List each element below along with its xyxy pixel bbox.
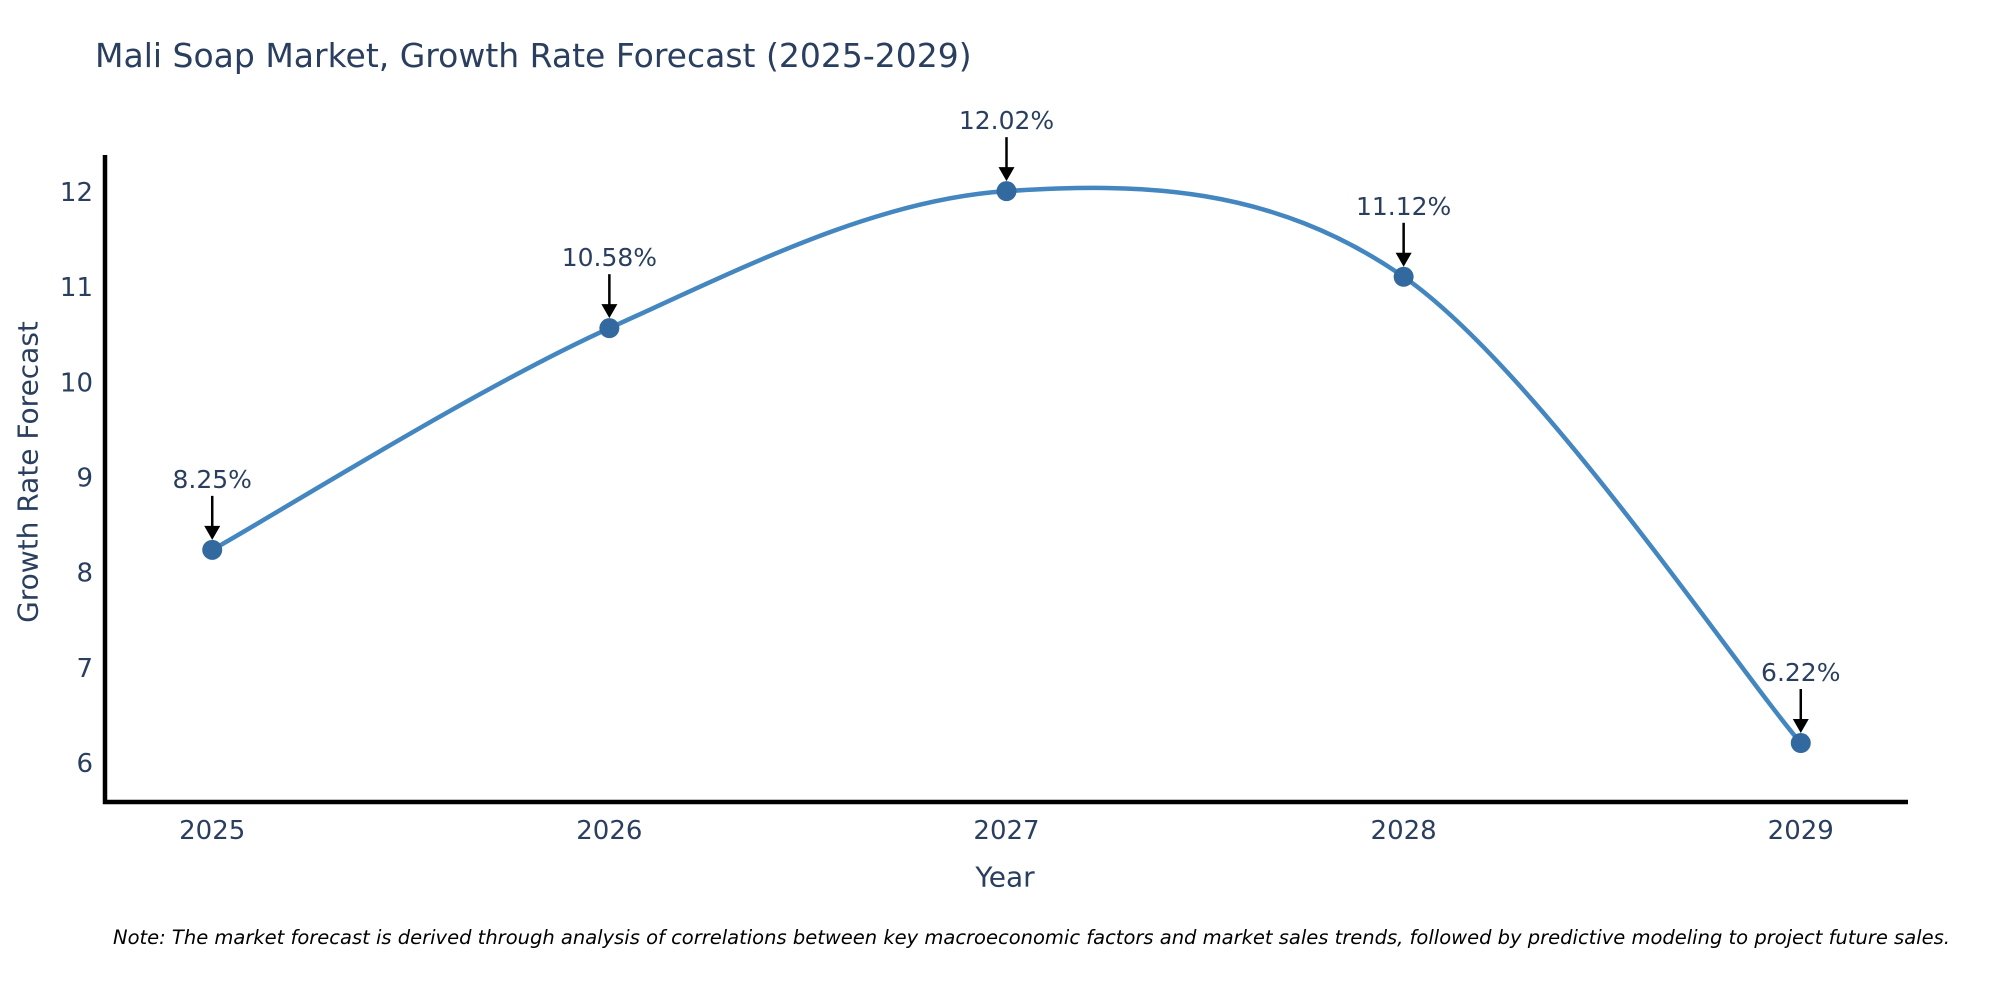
y-tick-label: 9 — [76, 464, 93, 494]
annotation-arrowhead — [601, 304, 618, 319]
x-axis-title: Year — [975, 860, 1035, 894]
point-value-label: 6.22% — [1761, 658, 1840, 687]
x-tick-label: 2029 — [1768, 816, 1834, 846]
data-point-2025 — [202, 539, 223, 560]
axis-lines — [102, 155, 1908, 805]
y-tick-label: 8 — [76, 559, 93, 589]
point-value-label: 10.58% — [562, 243, 657, 272]
trend-line — [209, 185, 1804, 746]
annotation-arrowhead — [998, 167, 1015, 182]
annotation-arrowhead — [1792, 719, 1809, 734]
y-tick-label: 10 — [60, 368, 93, 398]
footnote: Note: The market forecast is derived thr… — [113, 926, 1950, 949]
y-tick-label: 12 — [60, 178, 93, 208]
data-point-2029 — [1790, 733, 1811, 754]
point-value-label: 12.02% — [959, 106, 1054, 135]
annotation-arrowhead — [1395, 252, 1412, 267]
y-tick-label: 11 — [60, 273, 93, 303]
y-tick-label: 6 — [76, 749, 93, 779]
data-point-2027 — [996, 181, 1017, 202]
x-tick-label: 2026 — [576, 816, 642, 846]
x-tick-label: 2027 — [973, 816, 1039, 846]
chart-title: Mali Soap Market, Growth Rate Forecast (… — [95, 36, 972, 75]
y-tick-label: 7 — [76, 654, 93, 684]
x-tick-label: 2025 — [179, 816, 245, 846]
data-point-2028 — [1393, 266, 1414, 287]
point-value-label: 11.12% — [1356, 192, 1451, 221]
annotation-arrowhead — [204, 525, 221, 540]
point-value-label: 8.25% — [173, 465, 252, 494]
x-tick-label: 2028 — [1371, 816, 1437, 846]
data-point-2026 — [599, 318, 620, 339]
